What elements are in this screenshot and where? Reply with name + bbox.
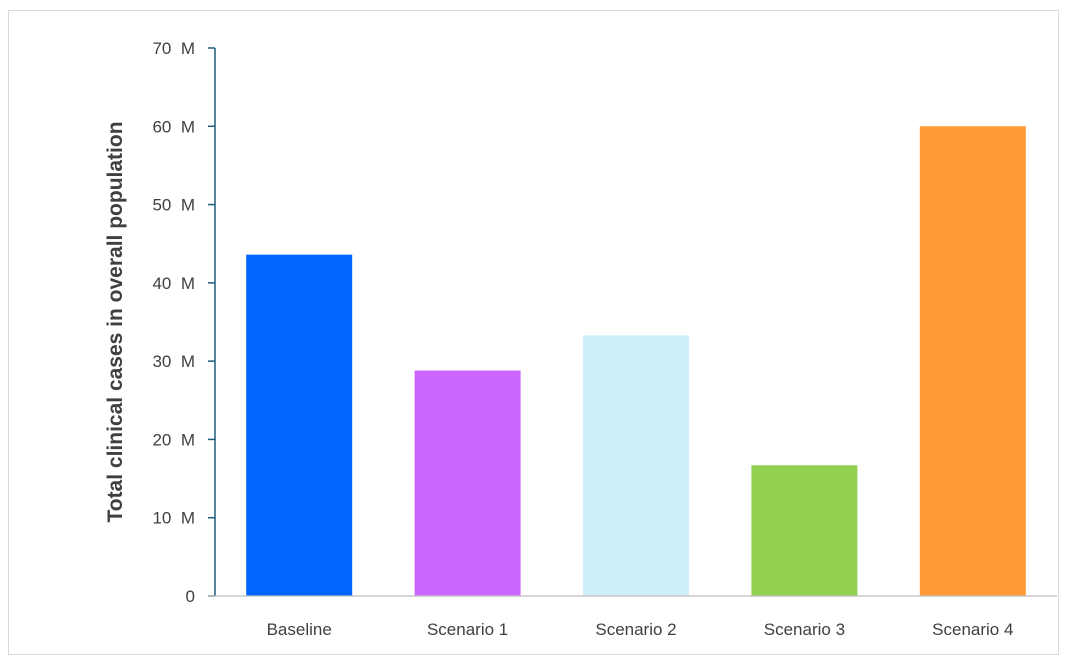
y-tick-label: 60 M	[152, 117, 195, 136]
bar-scenario-3	[751, 465, 858, 596]
axes	[208, 48, 1057, 597]
chart-frame	[8, 10, 1059, 655]
y-tick-label: 20 M	[152, 430, 195, 449]
x-category-label: Scenario 2	[595, 620, 676, 639]
y-tick-label: 10 M	[152, 509, 195, 528]
y-tick-label: 50 M	[152, 196, 195, 215]
x-category-label: Scenario 1	[427, 620, 508, 639]
bar-scenario-2	[583, 335, 689, 596]
y-axis-ticks: 0 10 M 20 M 30 M 40 M 50 M 60 M 70 M	[152, 39, 215, 606]
bars	[246, 126, 1026, 597]
y-tick-label: 0	[186, 587, 195, 606]
y-tick-label: 40 M	[152, 274, 195, 293]
y-axis-title: Total clinical cases in overall populati…	[104, 121, 127, 522]
x-axis-categories: Baseline Scenario 1 Scenario 2 Scenario 3 Sc…	[267, 620, 1014, 639]
bar-scenario-1	[414, 370, 521, 596]
x-category-label: Baseline	[267, 620, 332, 639]
bar-scenario-4	[919, 126, 1026, 597]
y-tick-label: 70 M	[152, 39, 195, 58]
x-category-label: Scenario 4	[932, 620, 1013, 639]
bar-baseline	[246, 254, 353, 596]
y-tick-label: 30 M	[152, 352, 195, 371]
x-category-label: Scenario 3	[764, 620, 845, 639]
